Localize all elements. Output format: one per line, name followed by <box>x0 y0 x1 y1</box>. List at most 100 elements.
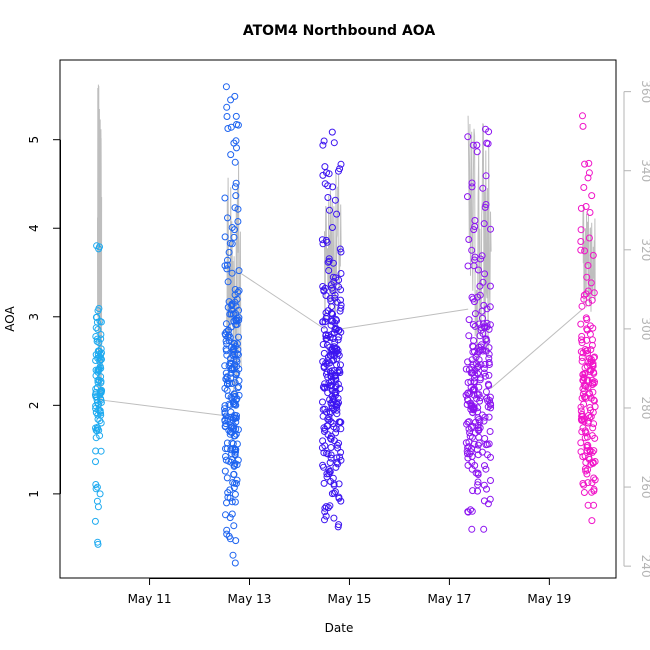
data-point <box>231 559 239 567</box>
data-point <box>586 209 594 216</box>
data-point <box>235 365 243 373</box>
data-point <box>91 517 99 525</box>
data-point <box>221 362 229 370</box>
data-point <box>583 444 591 451</box>
data-point <box>332 463 340 471</box>
data-point <box>583 273 591 281</box>
data-point <box>326 206 333 214</box>
data-point <box>222 83 230 91</box>
data-point <box>483 139 491 147</box>
secondary-segment <box>467 115 492 375</box>
data-point <box>464 397 472 404</box>
data-point <box>325 466 333 474</box>
data-point <box>221 405 228 413</box>
data-point <box>482 465 490 473</box>
data-point <box>336 165 344 173</box>
data-point <box>464 418 472 426</box>
data-point <box>92 481 100 488</box>
data-point <box>225 248 233 256</box>
data-point <box>324 389 332 397</box>
data-point <box>473 446 481 454</box>
data-point <box>577 320 585 328</box>
data-point <box>232 370 240 378</box>
data-point <box>480 481 488 489</box>
data-point <box>463 401 471 408</box>
data-point <box>337 361 344 369</box>
data-point <box>319 437 327 445</box>
data-point <box>95 365 103 373</box>
data-point <box>327 321 335 329</box>
data-point <box>324 373 332 381</box>
data-point <box>583 336 591 344</box>
data-point <box>235 287 243 295</box>
data-point <box>482 388 490 396</box>
data-point <box>467 403 475 411</box>
data-point <box>322 309 330 317</box>
data-point <box>320 449 328 457</box>
data-point <box>232 356 240 363</box>
data-point <box>587 279 595 287</box>
data-point <box>474 487 481 495</box>
data-point <box>487 225 494 233</box>
data-point <box>480 220 488 228</box>
data-point <box>326 351 334 359</box>
data-point <box>233 476 241 484</box>
data-point <box>468 179 476 187</box>
data-point <box>235 314 243 322</box>
data-point <box>327 451 335 459</box>
data-point <box>229 551 237 559</box>
data-point <box>324 504 332 511</box>
data-point <box>578 336 585 344</box>
data-point <box>334 460 342 468</box>
data-point <box>92 313 100 321</box>
data-point <box>325 267 333 274</box>
data-point <box>470 378 478 386</box>
data-point <box>466 432 474 440</box>
data-point <box>320 479 328 487</box>
data-point <box>230 393 238 401</box>
data-point <box>222 445 229 453</box>
data-point <box>231 445 239 453</box>
data-point <box>474 471 482 478</box>
right-tick-label: 280 <box>639 397 650 420</box>
data-point <box>224 125 232 132</box>
data-point <box>469 343 477 351</box>
data-point <box>231 460 239 467</box>
data-point <box>580 489 588 496</box>
data-point <box>92 426 100 434</box>
data-point <box>466 450 474 458</box>
data-point <box>320 137 328 145</box>
data-point <box>480 301 488 309</box>
data-point <box>465 443 473 451</box>
data-point <box>484 500 492 508</box>
right-axis: 240 260 280 300 320 340 360 <box>623 80 650 578</box>
data-point <box>95 347 103 355</box>
data-point <box>332 429 340 437</box>
data-point <box>96 243 103 251</box>
data-point <box>486 282 494 290</box>
data-point <box>228 423 236 431</box>
data-point <box>473 391 481 399</box>
data-point <box>231 498 239 506</box>
secondary-connector <box>341 308 469 330</box>
data-point <box>319 461 327 469</box>
data-point <box>468 246 476 254</box>
data-point <box>486 321 494 329</box>
x-tick-label: May 17 <box>427 592 471 606</box>
data-point <box>589 459 597 467</box>
data-point <box>331 488 339 496</box>
data-point <box>479 347 487 355</box>
data-point <box>230 398 237 406</box>
data-point <box>223 373 231 381</box>
data-point <box>477 326 485 334</box>
data-point <box>581 434 589 442</box>
data-point <box>582 314 590 322</box>
data-point <box>337 296 344 304</box>
data-point <box>585 412 593 419</box>
data-point <box>487 477 494 484</box>
right-tick-label: 300 <box>639 317 650 340</box>
right-tick-label: 360 <box>639 80 650 103</box>
data-point <box>327 317 335 325</box>
data-point <box>481 360 489 368</box>
x-tick-label: May 11 <box>128 592 172 606</box>
